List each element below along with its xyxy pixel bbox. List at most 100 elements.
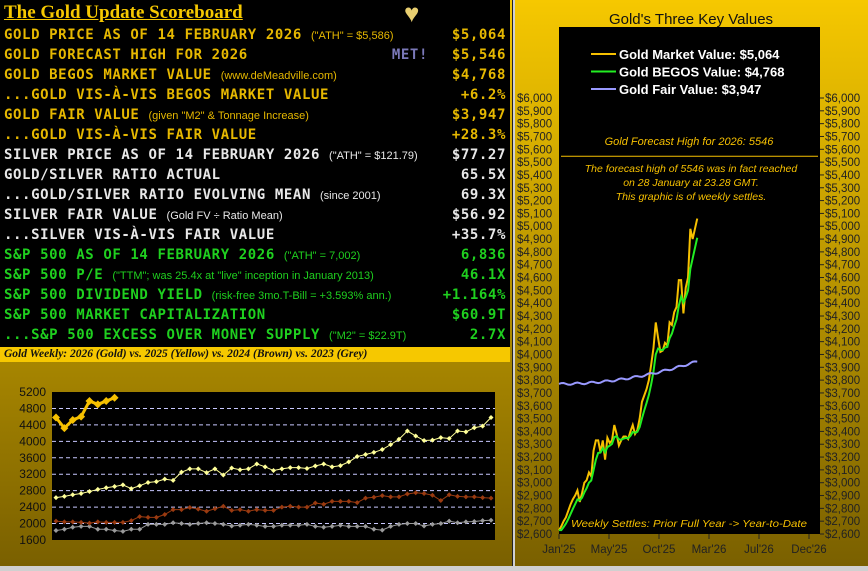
row-label: ...SILVER VIS-À-VIS FAIR VALUE	[4, 227, 275, 243]
data-point	[463, 429, 469, 435]
y-tick-label-left: $5,900	[517, 106, 552, 118]
data-point	[404, 521, 410, 527]
data-point	[103, 485, 109, 491]
data-point	[279, 504, 285, 510]
y-tick-label-right: $5,900	[825, 106, 860, 118]
data-point	[337, 522, 343, 528]
row-value: 6,836	[460, 247, 506, 263]
data-point	[120, 519, 126, 525]
data-point	[153, 514, 159, 520]
data-point	[229, 507, 235, 513]
data-point	[145, 521, 151, 527]
y-tick-label-right: $6,000	[825, 93, 860, 105]
y-tick-label-right: $4,300	[825, 311, 860, 323]
data-point	[312, 463, 318, 469]
data-point	[379, 493, 385, 499]
data-point	[471, 494, 477, 500]
data-point	[262, 523, 268, 529]
data-point	[446, 492, 452, 498]
data-point	[346, 498, 352, 504]
row-note: (since 2001)	[320, 190, 381, 202]
y-tick-label-left: $3,800	[517, 375, 552, 387]
data-point	[195, 521, 201, 527]
data-point	[137, 483, 143, 489]
data-point	[413, 433, 419, 439]
y-tick-label: 2400	[19, 500, 46, 514]
y-tick-label-left: $6,000	[517, 93, 552, 105]
row-value: $77.27	[451, 147, 506, 163]
row-value: 46.1X	[460, 267, 506, 283]
annotation-line: This graphic is of weekly settles.	[616, 191, 767, 203]
data-point	[312, 500, 318, 506]
y-tick-label-right: $5,800	[825, 119, 860, 131]
data-point	[346, 459, 352, 465]
data-point	[178, 507, 184, 513]
data-point	[212, 466, 218, 472]
y-tick-label-left: $4,600	[517, 273, 552, 285]
row-value: 2.7X	[469, 327, 506, 343]
scoreboard-row: ...S&P 500 EXCESS OVER MONEY SUPPLY ("M2…	[4, 325, 506, 345]
data-point	[61, 493, 67, 499]
y-tick-label-right: $3,100	[825, 465, 860, 477]
data-point	[153, 479, 159, 485]
y-tick-label-right: $3,500	[825, 414, 860, 426]
data-point	[429, 437, 435, 443]
data-point	[162, 476, 168, 482]
row-note: ("ATH" = $5,586)	[310, 30, 394, 42]
data-point	[93, 400, 102, 409]
data-point	[455, 428, 461, 434]
y-tick-label-right: $4,100	[825, 337, 860, 349]
row-value: +35.7%	[451, 227, 506, 243]
legend-label: Gold BEGOS Value: $4,768	[619, 65, 784, 80]
y-tick-label-right: $3,000	[825, 478, 860, 490]
scoreboard-row: S&P 500 DIVIDEND YIELD (risk-free 3mo.T-…	[4, 285, 506, 305]
data-point	[421, 491, 427, 497]
data-point	[304, 504, 310, 510]
data-point	[329, 498, 335, 504]
legend-label: Gold Market Value: $5,064	[619, 47, 780, 62]
data-point	[85, 397, 94, 406]
data-point	[379, 447, 385, 453]
right-panel: Gold's Three Key Values $2,600 $2,600 $2,70…	[515, 0, 868, 566]
row-label: GOLD/SILVER RATIO ACTUAL	[4, 167, 221, 183]
row-label: ...GOLD VIS-À-VIS FAIR VALUE	[4, 127, 257, 143]
gold-fair-value-line	[558, 360, 698, 386]
row-label: S&P 500 P/E	[4, 267, 104, 283]
data-point	[455, 493, 461, 499]
data-point	[237, 522, 243, 528]
y-tick-label-right: $2,700	[825, 516, 860, 528]
scoreboard-row: GOLD PRICE AS OF 14 FEBRUARY 2026 ("ATH"…	[4, 25, 506, 45]
met-badge: MET!	[391, 47, 428, 63]
data-point	[60, 424, 69, 433]
data-point	[153, 521, 159, 527]
data-point	[137, 514, 143, 520]
y-tick-label-right: $3,900	[825, 362, 860, 374]
data-point	[471, 425, 477, 431]
y-tick-label-right: $5,300	[825, 183, 860, 195]
data-point	[438, 435, 444, 441]
data-point	[245, 521, 251, 527]
row-label: ...S&P 500 EXCESS OVER MONEY SUPPLY	[4, 327, 321, 343]
data-point	[379, 527, 385, 533]
data-point	[388, 494, 394, 500]
y-tick-label-left: $3,400	[517, 426, 552, 438]
website-link[interactable]: (www.deMeadville.com)	[220, 70, 337, 82]
row-value: $5,546	[451, 47, 506, 63]
data-point	[78, 523, 84, 529]
y-tick-label-left: $5,300	[517, 183, 552, 195]
y-tick-label-right: $4,900	[825, 234, 860, 246]
row-note: ("M2" = $22.9T)	[329, 330, 407, 342]
data-point	[337, 498, 343, 504]
y-tick-label-right: $4,400	[825, 298, 860, 310]
data-point	[162, 521, 168, 527]
y-tick-label-right: $5,600	[825, 144, 860, 156]
y-tick-label-left: $3,700	[517, 388, 552, 400]
data-point	[446, 435, 452, 441]
data-point	[120, 482, 126, 488]
scoreboard-row: SILVER FAIR VALUE (Gold FV ÷ Ratio Mean)…	[4, 205, 506, 225]
data-point	[229, 523, 235, 529]
y-tick-label-right: $3,600	[825, 401, 860, 413]
data-point	[187, 466, 193, 472]
y-tick-label-left: $2,700	[517, 516, 552, 528]
data-point	[103, 526, 109, 532]
